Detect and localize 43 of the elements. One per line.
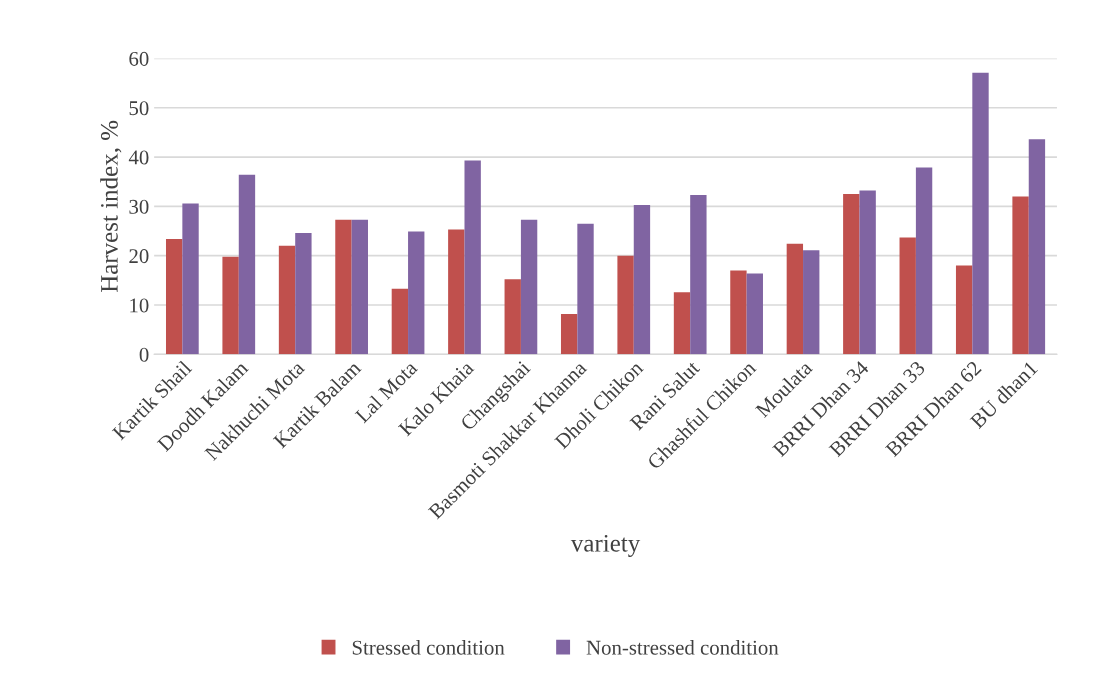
bar (238, 174, 256, 355)
bar (448, 229, 465, 355)
bar (1012, 196, 1029, 355)
bar (633, 204, 651, 355)
y-tick-label: 20 (129, 249, 149, 264)
bar (859, 190, 876, 355)
y-tick-label: 40 (128, 150, 149, 165)
bar (915, 167, 933, 355)
bar (746, 273, 763, 355)
bar (786, 243, 804, 355)
y-tick-label: 30 (129, 199, 149, 214)
legend-label: Non-stressed condition (586, 640, 779, 655)
bar (673, 292, 691, 355)
bar (843, 194, 860, 355)
bar (577, 223, 594, 355)
bar (222, 256, 239, 355)
bar (408, 231, 425, 355)
bar (182, 203, 199, 355)
bar (803, 250, 820, 355)
bar (464, 160, 481, 355)
legend-label: Stressed condition (352, 640, 505, 655)
bar (955, 265, 973, 355)
bar (730, 270, 747, 355)
bar (520, 219, 538, 355)
x-axis-title: variety (570, 534, 641, 557)
bar (504, 279, 521, 355)
bar (351, 219, 368, 355)
bar (295, 233, 312, 355)
bar (278, 245, 296, 355)
bar (899, 237, 916, 355)
y-tick-label: 60 (129, 51, 149, 66)
bar (617, 255, 634, 355)
y-tick-label: 0 (139, 347, 149, 362)
y-tick-label: 10 (130, 298, 149, 313)
bar (165, 238, 183, 355)
bar (560, 313, 578, 355)
bar (690, 195, 707, 355)
y-axis-title: Harvest index, % (100, 120, 122, 293)
bar (391, 288, 409, 355)
bar (972, 72, 989, 355)
bar (1028, 139, 1046, 355)
y-tick-label: 50 (129, 101, 149, 116)
bar (335, 219, 352, 355)
